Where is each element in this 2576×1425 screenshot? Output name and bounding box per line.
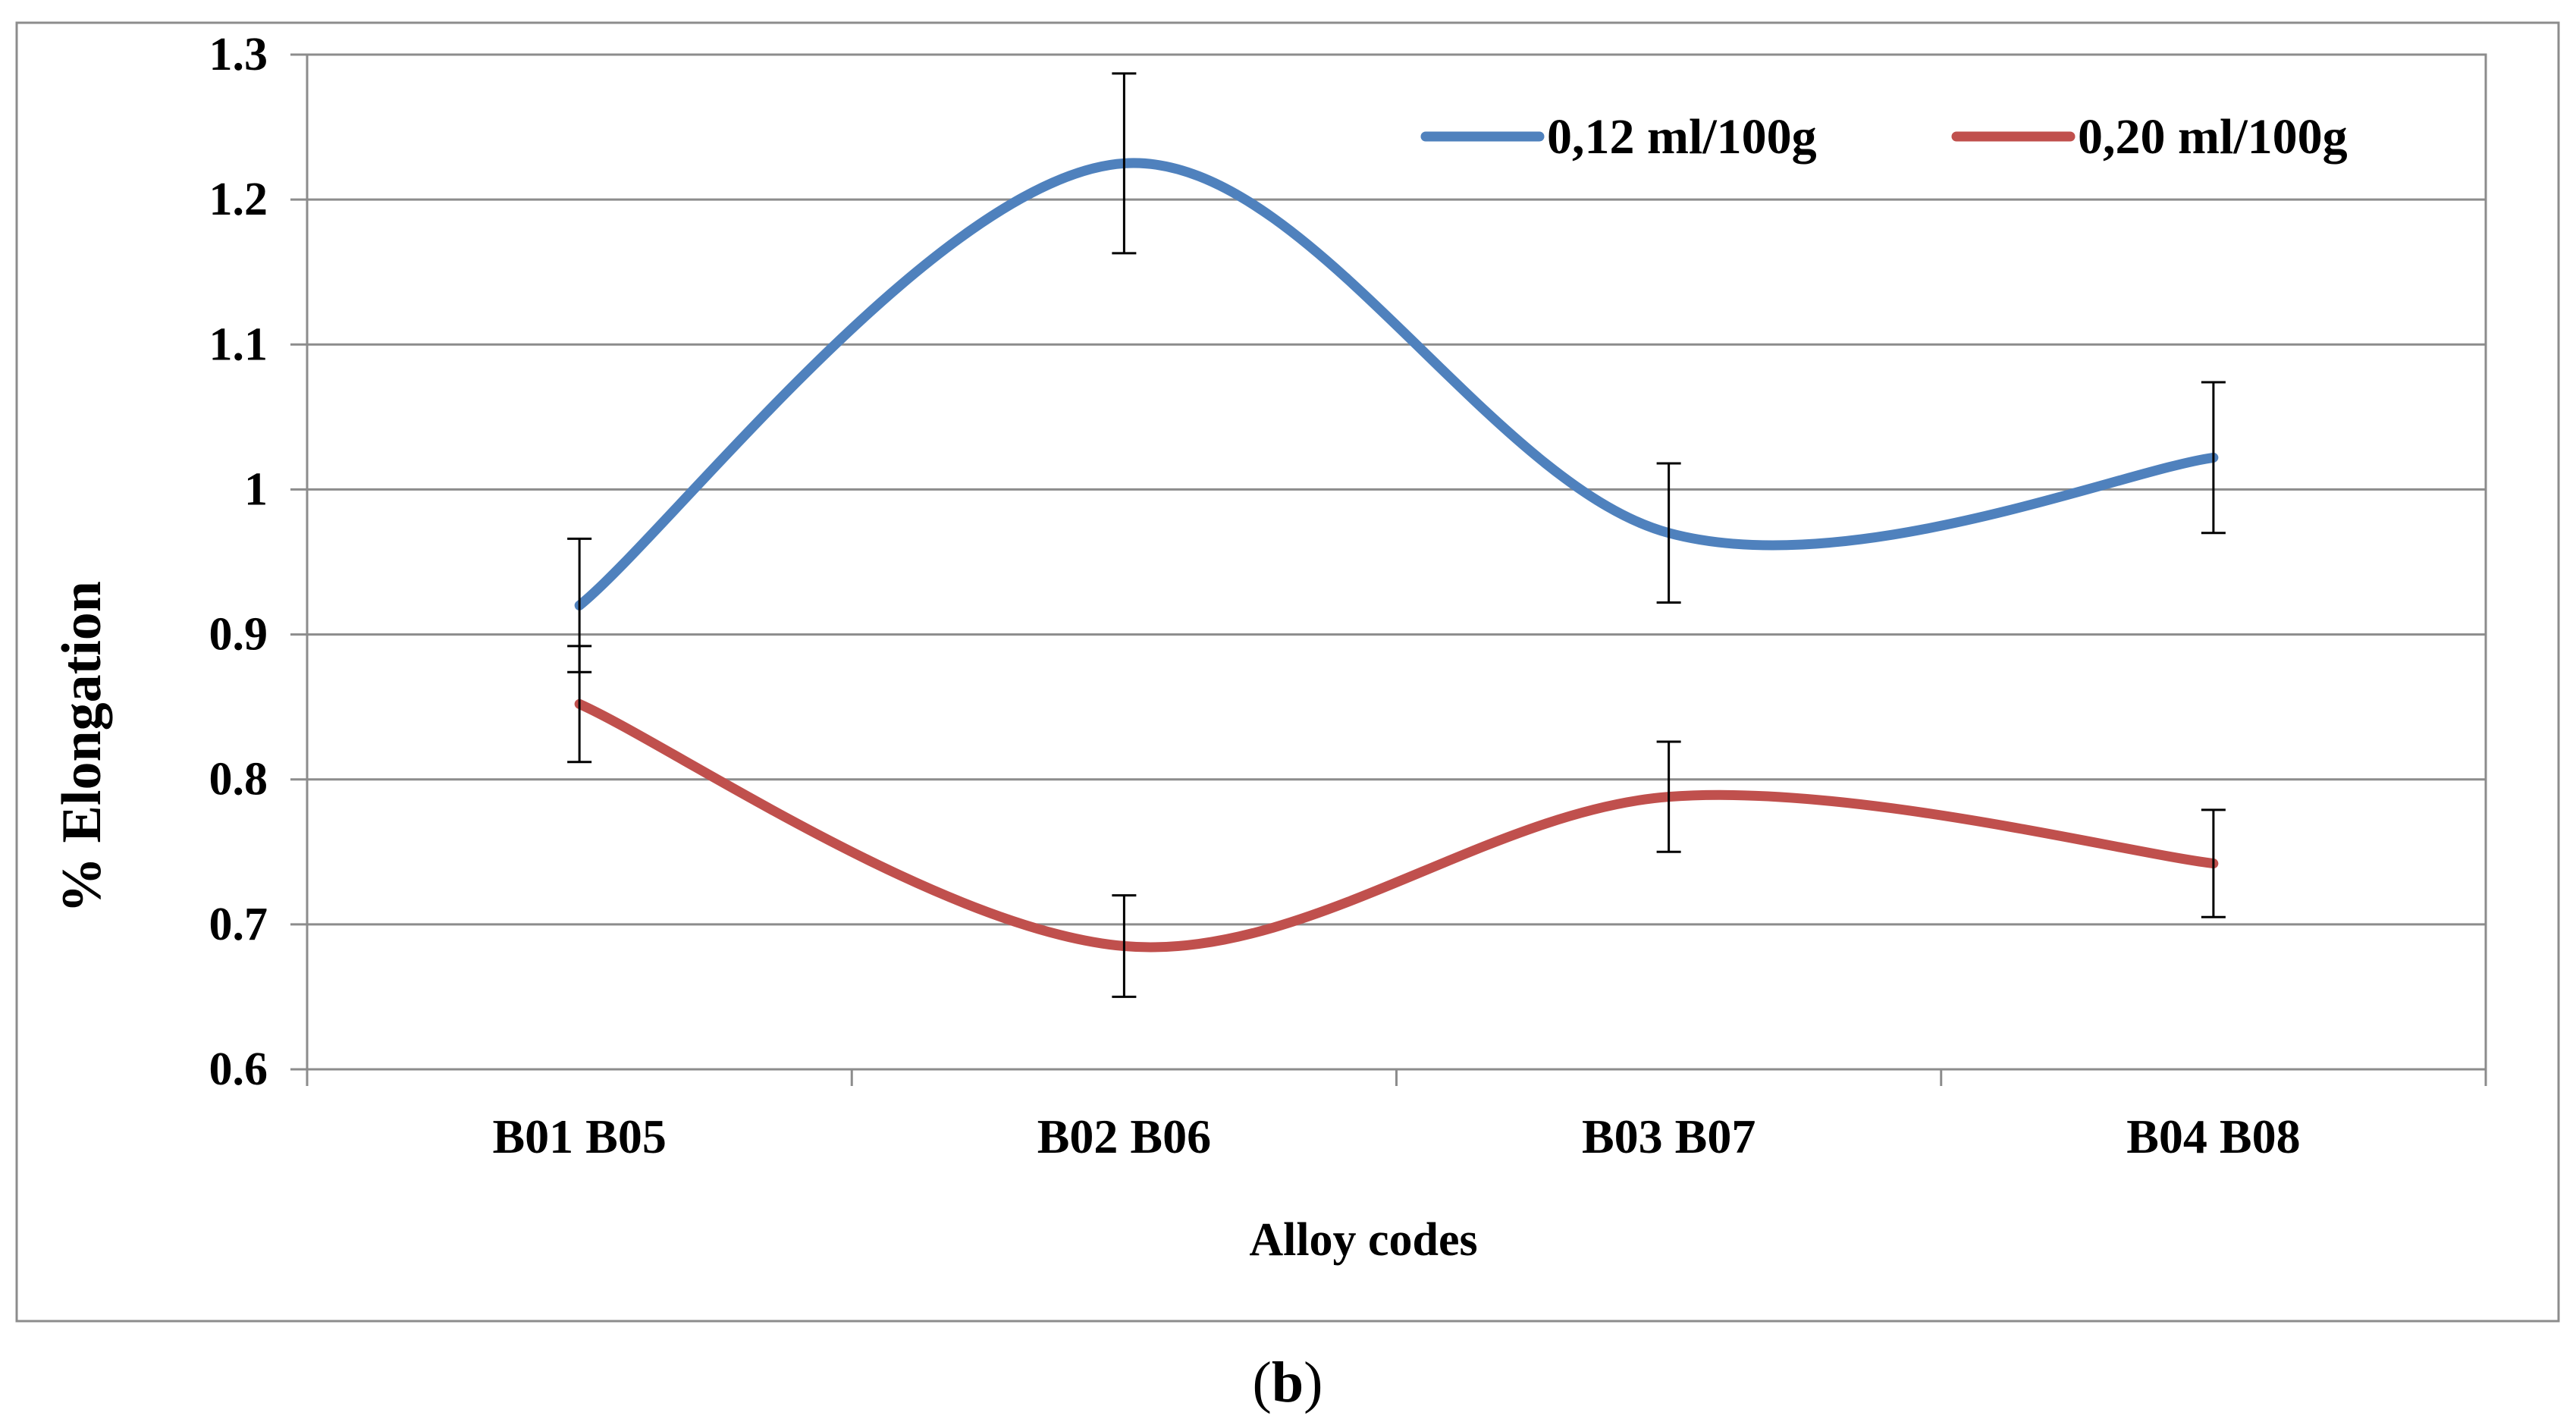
x-tick-label: B01 B05 (492, 1110, 666, 1163)
y-tick-label: 0.8 (209, 754, 268, 805)
error-bar (1112, 894, 1137, 998)
y-tick-label: 0.6 (209, 1044, 268, 1095)
figure-caption: (b) (1253, 1351, 1323, 1414)
chart-border (15, 21, 2560, 1323)
x-tick-label: B03 B07 (1582, 1110, 1756, 1163)
y-tick-label: 1.2 (209, 174, 268, 225)
series-line-2 (574, 698, 2219, 953)
x-axis-tick-labels: B01 B05 B02 B06 B03 B07 B04 B08 (492, 1110, 2300, 1163)
error-bar (1656, 740, 1681, 853)
x-tick-label: B02 B06 (1037, 1110, 1211, 1163)
error-bar (1112, 72, 1137, 255)
caption-open-paren: ( (1253, 1351, 1272, 1414)
y-axis-label: % Elongation (51, 581, 113, 913)
error-bars (567, 72, 2226, 998)
y-tick-label: 1.1 (209, 319, 268, 370)
x-tick-label: B04 B08 (2126, 1110, 2300, 1163)
legend-label-1: 0,12 ml/100g (1547, 109, 1817, 165)
y-tick-label: 0.7 (209, 899, 268, 950)
error-bar (2201, 381, 2226, 535)
axes (290, 53, 2487, 1086)
error-bar (567, 645, 592, 764)
series-line-1 (574, 158, 2219, 610)
caption-close-paren: ) (1304, 1351, 1323, 1414)
y-tick-label: 0.9 (209, 609, 268, 661)
error-bar (2201, 808, 2226, 918)
y-axis-tick-labels: 0.6 0.7 0.8 0.9 1 1.1 1.2 1.3 (209, 29, 268, 1095)
error-bar (1656, 462, 1681, 604)
series-lines (574, 158, 2219, 953)
y-tick-label: 1.3 (209, 29, 268, 80)
caption-letter: b (1272, 1351, 1304, 1414)
x-axis-label: Alloy codes (1249, 1214, 1477, 1266)
legend: 0,12 ml/100g 0,20 ml/100g (1420, 109, 2348, 165)
y-tick-label: 1 (244, 463, 268, 515)
legend-label-2: 0,20 ml/100g (2078, 109, 2348, 165)
